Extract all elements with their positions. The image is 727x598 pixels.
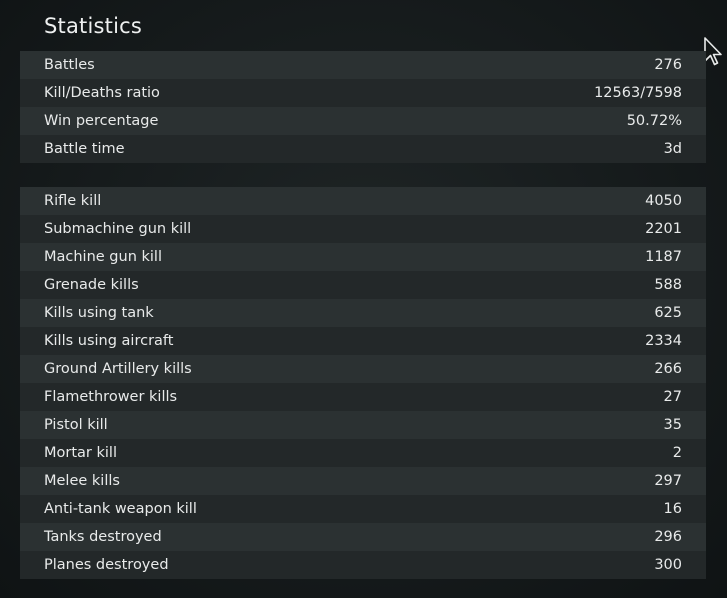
stat-label: Tanks destroyed [44,529,162,545]
stat-row-battle-time: Battle time 3d [20,135,706,163]
stat-label: Machine gun kill [44,249,162,265]
stat-label: Pistol kill [44,417,108,433]
stat-row-submachine-gun-kill: Submachine gun kill 2201 [20,215,706,243]
stat-row-kills-using-tank: Kills using tank 625 [20,299,706,327]
kill-stats-table: Rifle kill 4050 Submachine gun kill 2201… [20,187,706,579]
stat-value: 4050 [645,193,682,209]
stat-row-pistol-kill: Pistol kill 35 [20,411,706,439]
stat-value: 266 [654,361,682,377]
stat-value: 16 [663,501,682,517]
stat-label: Flamethrower kills [44,389,178,405]
stat-value: 1187 [645,249,682,265]
stat-label: Win percentage [44,113,159,129]
stat-label: Battles [44,57,95,73]
stat-label: Ground Artillery kills [44,361,192,377]
stat-label: Kills using tank [44,305,154,321]
stat-label: Planes destroyed [44,557,169,573]
stat-row-ground-artillery-kills: Ground Artillery kills 266 [20,355,706,383]
stat-row-anti-tank-weapon-kill: Anti-tank weapon kill 16 [20,495,706,523]
stat-row-kill-deaths-ratio: Kill/Deaths ratio 12563/7598 [20,79,706,107]
stat-label: Melee kills [44,473,120,489]
stat-label: Anti-tank weapon kill [44,501,197,517]
stat-row-grenade-kills: Grenade kills 588 [20,271,706,299]
stat-value: 2334 [645,333,682,349]
stat-label: Kills using aircraft [44,333,174,349]
stat-value: 35 [663,417,682,433]
mouse-pointer-icon [704,37,722,66]
stat-label: Mortar kill [44,445,117,461]
stat-row-rifle-kill: Rifle kill 4050 [20,187,706,215]
general-stats-table: Battles 276 Kill/Deaths ratio 12563/7598… [20,51,706,163]
stat-value: 296 [654,529,682,545]
stat-value: 588 [654,277,682,293]
stat-value: 276 [654,57,682,73]
stat-row-win-percentage: Win percentage 50.72% [20,107,706,135]
page-title: Statistics [44,14,142,38]
stat-value: 3d [663,141,682,157]
stat-label: Grenade kills [44,277,139,293]
stat-value: 297 [654,473,682,489]
stat-row-kills-using-aircraft: Kills using aircraft 2334 [20,327,706,355]
stat-row-machine-gun-kill: Machine gun kill 1187 [20,243,706,271]
stat-label: Kill/Deaths ratio [44,85,160,101]
stat-value: 12563/7598 [594,85,682,101]
stat-row-mortar-kill: Mortar kill 2 [20,439,706,467]
stat-label: Battle time [44,141,125,157]
stat-row-melee-kills: Melee kills 297 [20,467,706,495]
stat-value: 2201 [645,221,682,237]
stat-value: 27 [663,389,682,405]
stat-row-battles: Battles 276 [20,51,706,79]
stat-row-planes-destroyed: Planes destroyed 300 [20,551,706,579]
stat-value: 300 [654,557,682,573]
stat-row-flamethrower-kills: Flamethrower kills 27 [20,383,706,411]
stat-value: 50.72% [626,113,682,129]
stat-label: Submachine gun kill [44,221,192,237]
stat-value: 2 [672,445,682,461]
stat-row-tanks-destroyed: Tanks destroyed 296 [20,523,706,551]
stat-value: 625 [654,305,682,321]
stat-label: Rifle kill [44,193,102,209]
